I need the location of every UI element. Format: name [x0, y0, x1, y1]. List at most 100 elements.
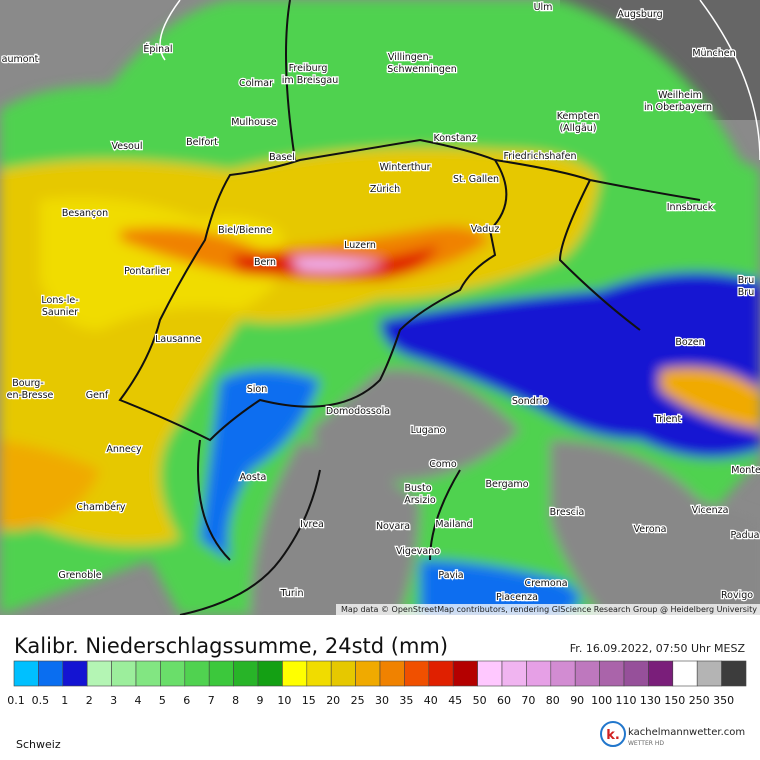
logo-name: kachelmannwetter.com: [628, 727, 745, 738]
city-label: Villingen-: [388, 52, 432, 63]
city-label: Konstanz: [433, 133, 476, 144]
legend-swatch: [111, 660, 137, 687]
city-label: Ivrea: [300, 519, 324, 530]
legend-swatch: [330, 660, 356, 687]
city-label: Piacenza: [496, 592, 538, 603]
city-label: Bru: [738, 287, 754, 298]
legend-label: 80: [546, 694, 560, 707]
city-label: Aosta: [240, 472, 267, 483]
city-label: Colmar: [239, 78, 273, 89]
legend-swatch: [355, 660, 381, 687]
city-label: Basel: [269, 152, 295, 163]
city-label: Bourg-: [12, 378, 44, 389]
city-label: Pavia: [438, 570, 463, 581]
city-label: Bozen: [675, 337, 704, 348]
legend-label: 60: [497, 694, 511, 707]
legend-label: 25: [351, 694, 365, 707]
legend-swatch: [86, 660, 112, 687]
legend-swatch: [13, 660, 39, 687]
logo-mark: k.: [606, 728, 620, 743]
city-label: Vesoul: [111, 141, 142, 152]
city-label: Padua: [731, 530, 760, 541]
city-label: Annecy: [106, 444, 142, 455]
attribution: Map data © OpenStreetMap contributors, r…: [341, 605, 757, 614]
city-label: Weilheim: [658, 90, 702, 101]
legend-swatch: [574, 660, 600, 687]
city-label: Belfort: [186, 137, 218, 148]
legend-swatch: [452, 660, 478, 687]
legend-label: 45: [448, 694, 462, 707]
radar-edge: [159, 0, 760, 161]
city-label: Épinal: [143, 43, 172, 55]
legend-label: 100: [591, 694, 612, 707]
city-label: Turin: [280, 588, 304, 599]
legend-swatch: [648, 660, 674, 687]
legend-swatch: [428, 660, 454, 687]
city-label: Luzern: [344, 240, 376, 251]
legend-swatch: [379, 660, 405, 687]
city-label: aumont: [2, 54, 39, 65]
timestamp: Fr. 16.09.2022, 07:50 Uhr MESZ: [570, 642, 746, 655]
precipitation: [0, 0, 760, 615]
city-label: Lausanne: [155, 334, 201, 345]
city-label: Arsizio: [404, 495, 436, 506]
legend-swatch: [477, 660, 503, 687]
city-label: Verona: [634, 524, 667, 535]
city-label: Chambéry: [76, 502, 126, 513]
city-label: Pontarlier: [124, 266, 170, 277]
legend-label: 110: [616, 694, 637, 707]
city-label: Brescia: [550, 507, 585, 518]
city-label: Rovigo: [721, 590, 753, 601]
city-label: Biel/Bienne: [218, 225, 272, 236]
attribution-bg: [336, 604, 760, 615]
city-label: Saunier: [42, 307, 78, 318]
legend-label: 50: [473, 694, 487, 707]
city-labels: Ulm Augsburg Épinal aumont Villingen-Schwenn…: [0, 1, 760, 605]
legend-swatch: [501, 660, 527, 687]
legend-label: 250: [689, 694, 710, 707]
city-label: Winterthur: [380, 162, 431, 173]
legend-label: 7: [208, 694, 215, 707]
city-label: Besançon: [62, 208, 108, 219]
legend-label: 15: [302, 694, 316, 707]
legend-title: Kalibr. Niederschlagssumme, 24std (mm): [14, 634, 448, 658]
city-label: Innsbruck: [667, 202, 714, 213]
city-label: Sion: [247, 384, 268, 395]
legend-swatch: [599, 660, 625, 687]
city-label: im Breisgau: [282, 75, 338, 86]
city-label: Bern: [254, 257, 276, 268]
legend-label: 350: [713, 694, 734, 707]
legend-label: 3: [110, 694, 117, 707]
legend-label: 0.1: [7, 694, 25, 707]
logo-circle: [600, 721, 626, 747]
legend-label: 130: [640, 694, 661, 707]
city-label: Vicenza: [692, 505, 729, 516]
legend-label: 1: [61, 694, 68, 707]
city-label: Monte: [731, 465, 760, 476]
city-label: Ulm: [534, 2, 553, 13]
legend-label: 150: [664, 694, 685, 707]
city-label: Genf: [86, 390, 109, 401]
city-label: Lugano: [411, 425, 446, 436]
legend-swatch: [526, 660, 552, 687]
city-label: München: [692, 48, 735, 59]
legend-label: 35: [399, 694, 413, 707]
legend-label: 10: [277, 694, 291, 707]
legend-swatch: [306, 660, 332, 687]
legend-swatch: [38, 660, 64, 687]
city-label: en-Bresse: [7, 390, 54, 401]
legend: 0.1 0.5 1 2 3 4 5 6 7 8 9 10 15 20 25 30 35 40 45 50 60 70 80 9…: [7, 660, 747, 707]
city-label: in Oberbayern: [644, 102, 712, 113]
legend-swatch: [62, 660, 88, 687]
region: Schweiz: [16, 738, 61, 751]
city-label: Augsburg: [617, 9, 662, 20]
legend-label: 30: [375, 694, 389, 707]
legend-label: 70: [521, 694, 535, 707]
legend-swatch: [184, 660, 210, 687]
legend-label: 5: [159, 694, 166, 707]
city-label: Cremona: [524, 578, 567, 589]
city-label: Zürich: [370, 184, 400, 195]
legend-swatch: [623, 660, 649, 687]
city-label: Schwenningen: [387, 64, 457, 75]
